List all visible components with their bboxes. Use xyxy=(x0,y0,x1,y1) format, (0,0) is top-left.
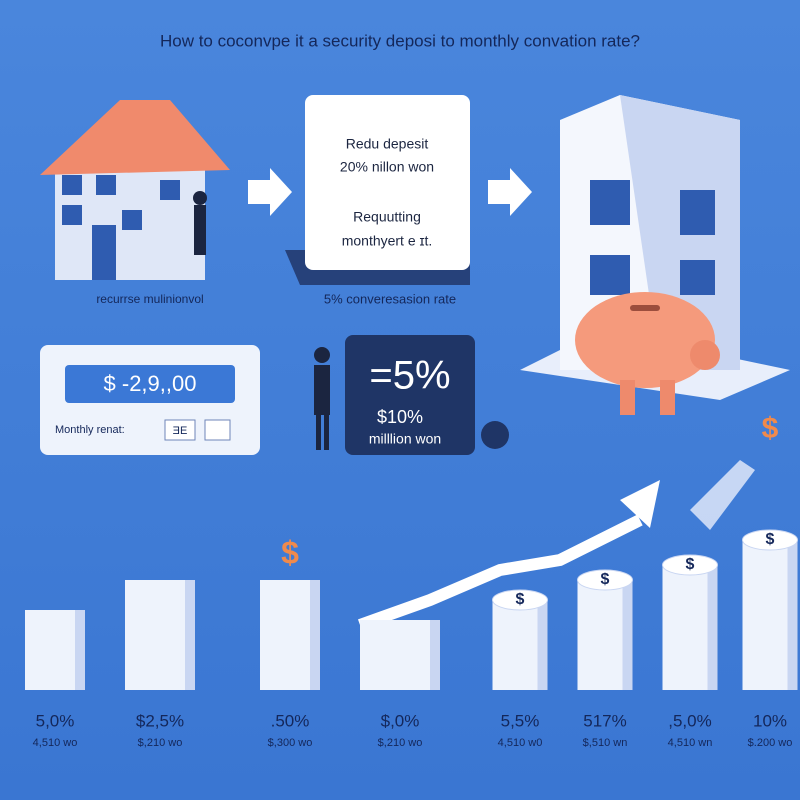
column-amount: 4,510 wo xyxy=(33,737,78,749)
column xyxy=(360,620,440,690)
title: How to coconvpe it a security deposi to … xyxy=(160,31,640,50)
card-line: monthyert e ɪt. xyxy=(342,233,433,249)
column-side xyxy=(537,600,548,690)
column-rate: $2,5% xyxy=(136,711,184,730)
caption: 5% converesasion rate xyxy=(324,291,456,306)
arrow-head xyxy=(620,480,660,528)
coin-symbol: $ xyxy=(686,556,695,573)
column-amount: $,300 wo xyxy=(268,737,313,749)
column-side xyxy=(787,540,798,690)
coin-top xyxy=(492,589,548,611)
column-amount: 4,510 w0 xyxy=(498,737,543,749)
person xyxy=(314,347,330,450)
column-amount: $,210 wo xyxy=(138,737,183,749)
house xyxy=(40,100,230,280)
column-rate: 5,5% xyxy=(501,711,540,730)
column-side xyxy=(707,565,718,690)
column-rate: 517% xyxy=(583,711,626,730)
coin-symbol: $ xyxy=(601,571,610,588)
dollar-sign: $ xyxy=(762,412,779,445)
coin-symbol: $ xyxy=(516,591,525,608)
label: Monthly renat: xyxy=(55,424,125,436)
display xyxy=(65,365,235,403)
unit: milllion won xyxy=(369,431,441,447)
arrow-tail xyxy=(690,460,755,530)
column-amount: $.200 wo xyxy=(748,737,793,749)
growth-arrow xyxy=(357,514,643,631)
dollar-sign: $ xyxy=(281,534,299,570)
arrow xyxy=(488,168,532,216)
rate-tag xyxy=(345,335,475,455)
arrow xyxy=(248,168,292,216)
coin-top xyxy=(577,569,633,591)
card-line: Requutting xyxy=(353,209,421,225)
coin-symbol: $ xyxy=(766,531,775,548)
column xyxy=(125,580,195,690)
display-text: $ -2,9,,00 xyxy=(104,371,197,396)
column-amount: 4,510 wn xyxy=(668,737,713,749)
column-rate: 10% xyxy=(753,711,787,730)
column-rate: .50% xyxy=(271,711,310,730)
column-side xyxy=(310,580,320,690)
card xyxy=(305,95,470,270)
column-rate: ,5,0% xyxy=(668,711,711,730)
card-line: 20% nillon won xyxy=(340,159,434,175)
column-amount: $,210 wo xyxy=(378,737,423,749)
amount: $10% xyxy=(377,407,423,427)
column-amount: $,510 wn xyxy=(583,737,628,749)
coin-top xyxy=(742,529,798,551)
button[interactable] xyxy=(164,419,196,441)
column-side xyxy=(185,580,195,690)
dropdown[interactable] xyxy=(204,419,231,441)
column-rate: $,0% xyxy=(381,711,420,730)
coin-top xyxy=(662,554,718,576)
button-label: ƎE xyxy=(173,425,188,437)
column-side xyxy=(75,610,85,690)
card-line: Redu depesit xyxy=(346,136,429,152)
column-side xyxy=(430,620,440,690)
column-rate: 5,0% xyxy=(36,711,75,730)
caption: recurrse mulinionvol xyxy=(96,292,203,306)
rate: =5% xyxy=(369,354,450,398)
building xyxy=(520,95,790,415)
tag-knob xyxy=(481,421,509,449)
column-side xyxy=(622,580,633,690)
